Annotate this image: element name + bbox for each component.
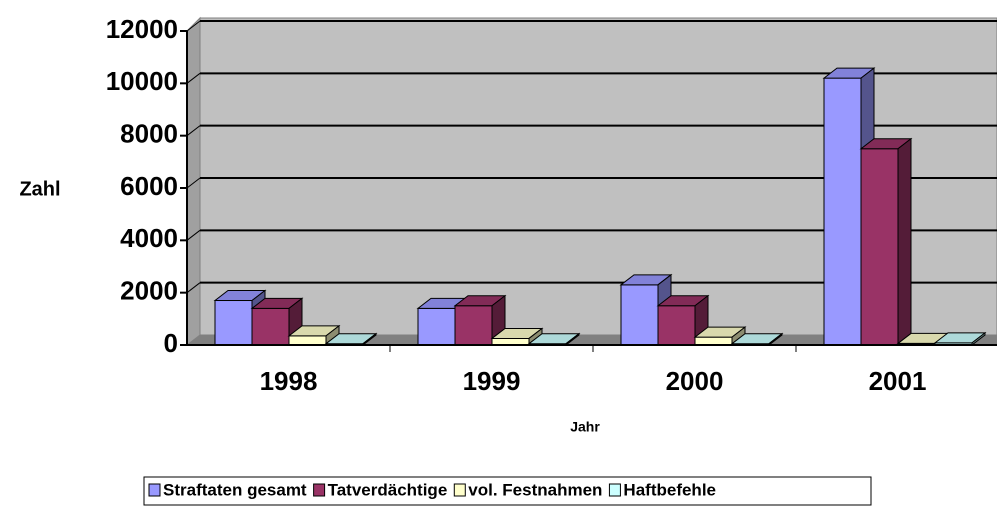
y-tick-label: 4000 bbox=[120, 223, 178, 253]
legend-label: Haftbefehle bbox=[623, 480, 716, 499]
bar bbox=[860, 148, 899, 346]
y-axis-label: Zahl bbox=[19, 178, 60, 200]
grid-line bbox=[186, 125, 201, 137]
x-tick-label: 1999 bbox=[463, 366, 521, 396]
x-tick-label: 1998 bbox=[260, 366, 318, 396]
legend-swatch bbox=[608, 483, 621, 497]
legend-swatch bbox=[148, 483, 161, 497]
legend-label: Straftaten gesamt bbox=[163, 480, 307, 499]
bar-side bbox=[897, 137, 912, 347]
y-tick-label: 0 bbox=[164, 328, 178, 358]
grid-line bbox=[186, 229, 201, 241]
bar bbox=[823, 77, 862, 346]
bar bbox=[214, 300, 253, 346]
grid-line bbox=[186, 20, 201, 32]
legend-swatch bbox=[453, 483, 466, 497]
legend bbox=[143, 476, 872, 506]
bar bbox=[454, 305, 493, 346]
y-tick-label: 10000 bbox=[106, 66, 178, 96]
floor bbox=[187, 335, 997, 345]
grid-line bbox=[186, 72, 201, 84]
bar bbox=[417, 307, 456, 346]
bar bbox=[251, 307, 290, 346]
bar bbox=[657, 305, 696, 346]
bar bbox=[288, 335, 327, 346]
x-axis-label: Jahr bbox=[570, 419, 600, 435]
bar bbox=[620, 284, 659, 346]
x-tick-label: 2001 bbox=[869, 366, 927, 396]
y-tick-label: 6000 bbox=[120, 171, 178, 201]
x-tick-label: 2000 bbox=[666, 366, 724, 396]
grid-line bbox=[186, 282, 201, 294]
y-tick-label: 2000 bbox=[120, 276, 178, 306]
legend-swatch bbox=[313, 483, 326, 497]
side-wall bbox=[186, 16, 201, 347]
grid-line bbox=[186, 177, 201, 189]
bar bbox=[694, 336, 733, 346]
legend-label: Tatverdächtige bbox=[328, 480, 448, 499]
y-tick-label: 12000 bbox=[106, 14, 178, 44]
y-tick-label: 8000 bbox=[120, 119, 178, 149]
legend-label: vol. Festnahmen bbox=[468, 480, 602, 499]
